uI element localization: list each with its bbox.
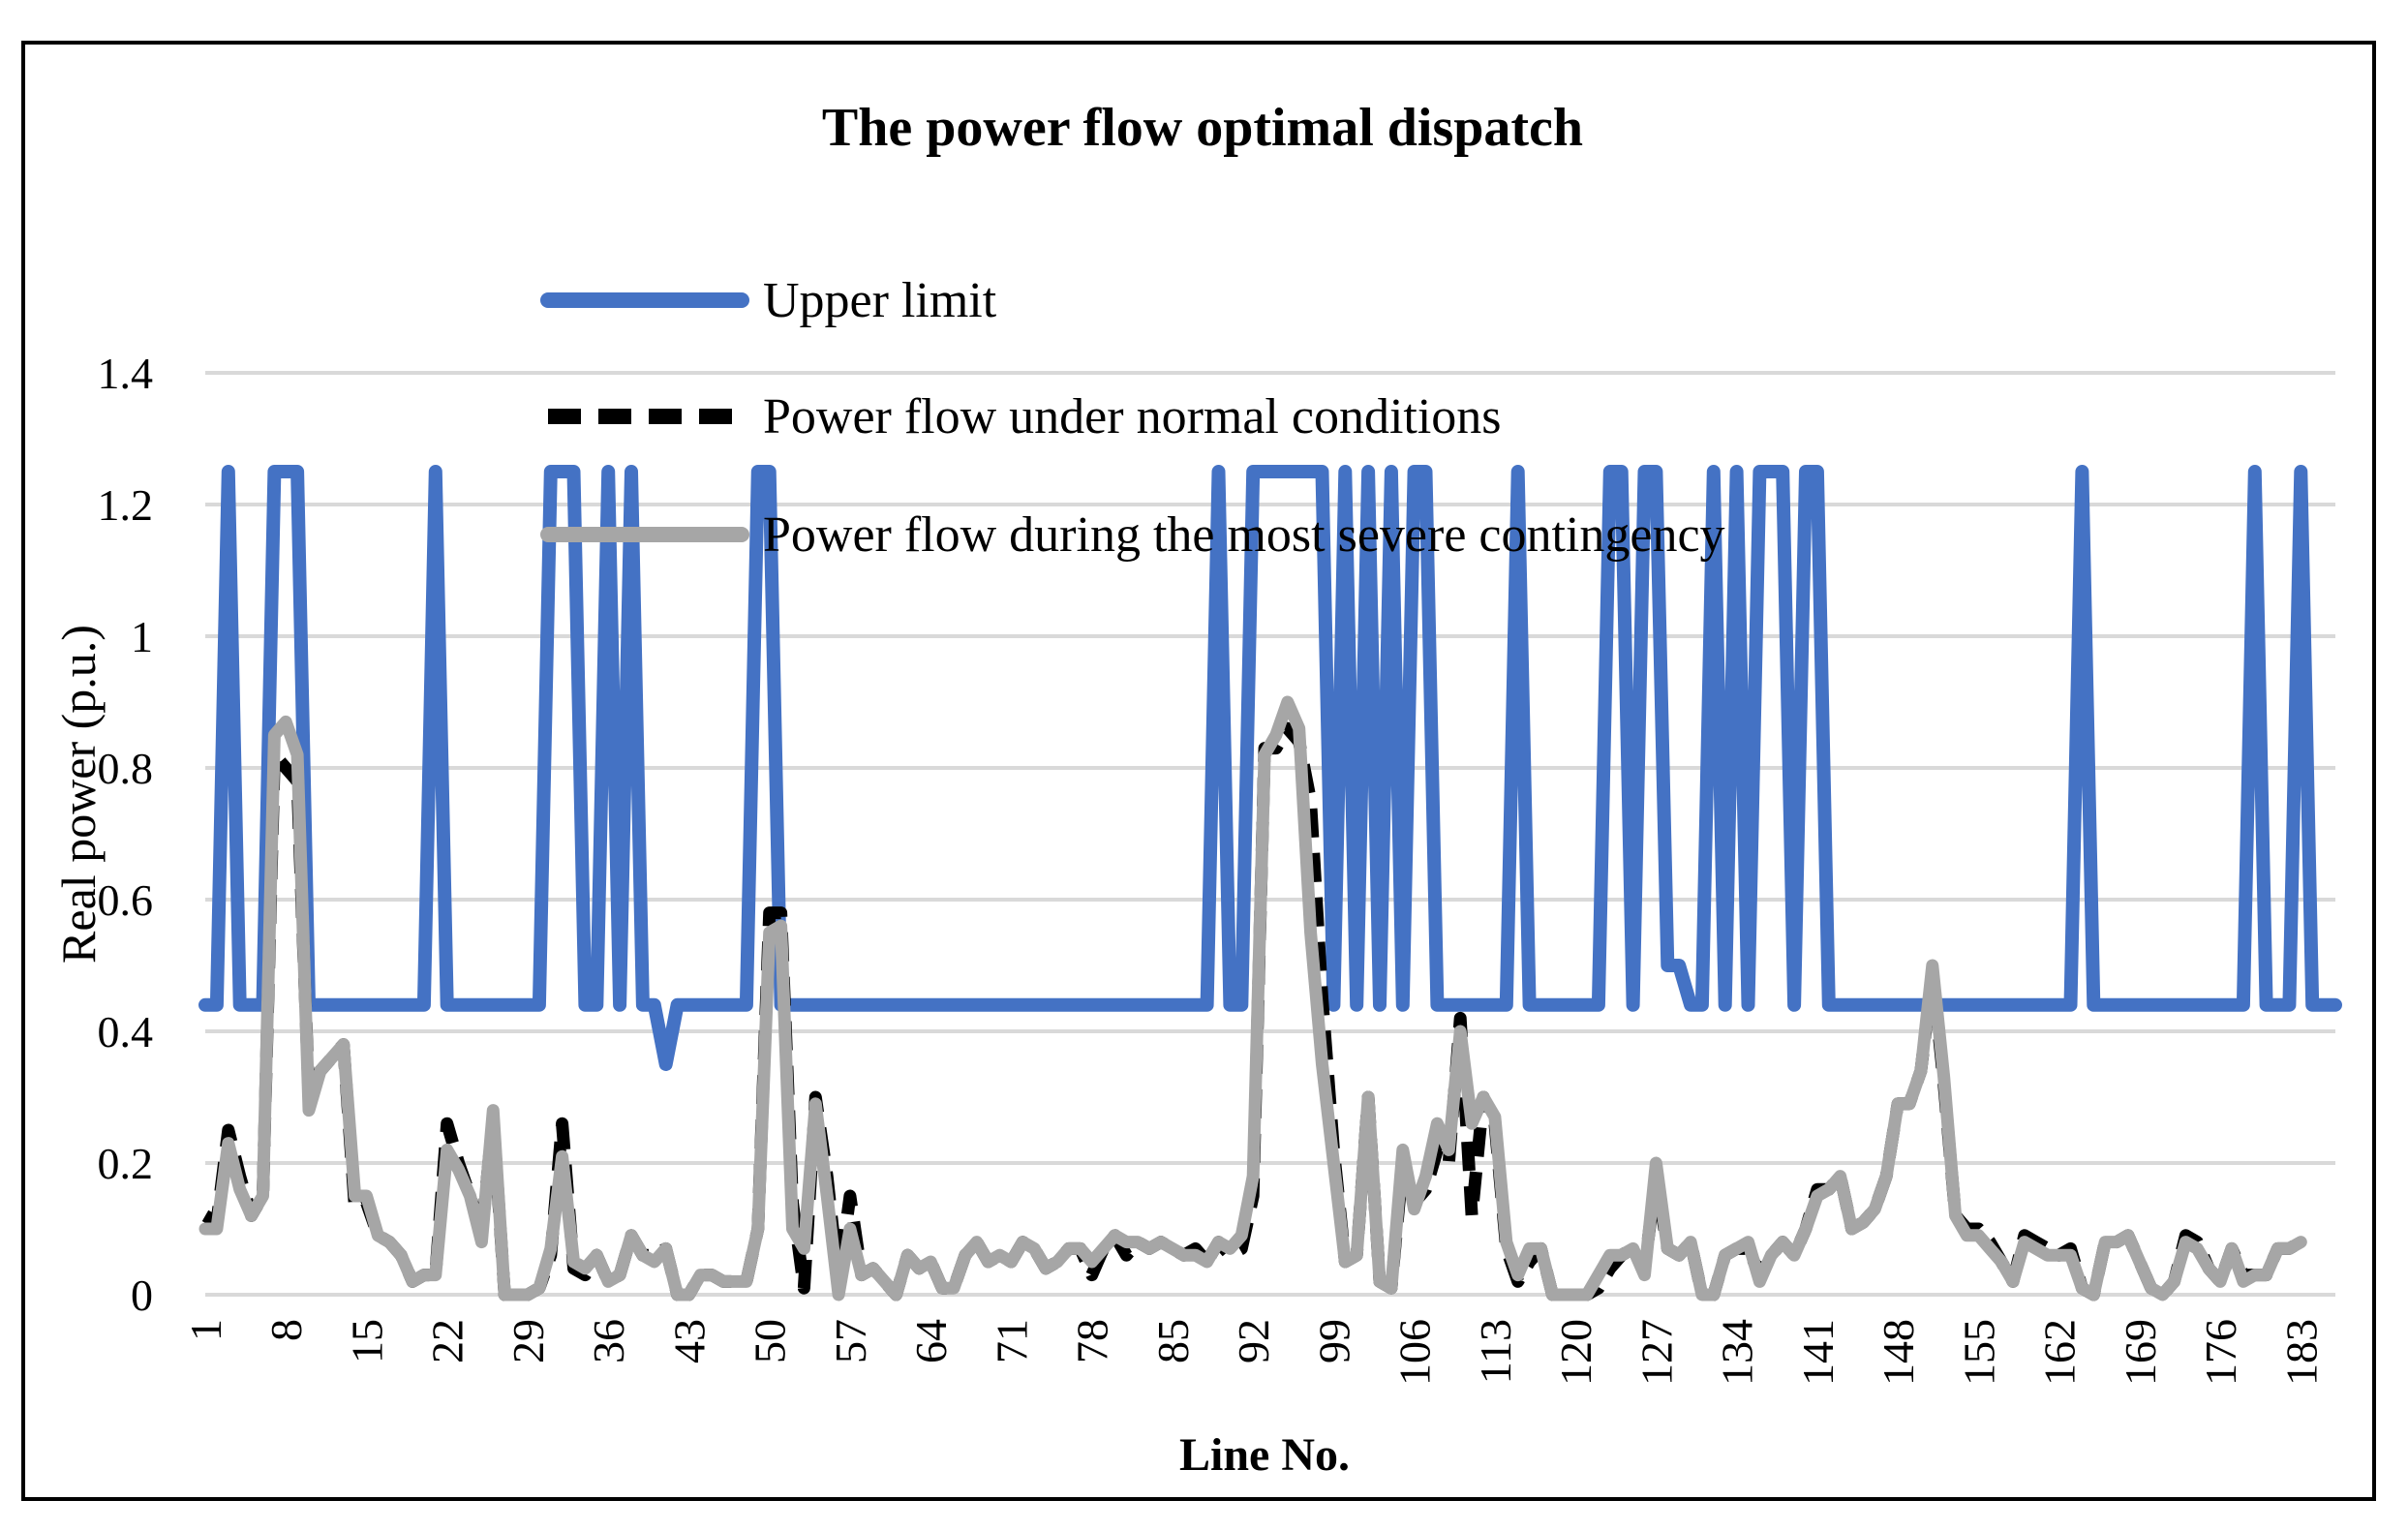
x-tick-label: 50 xyxy=(746,1319,795,1363)
series-line-3 xyxy=(198,695,2307,1301)
series-lines xyxy=(198,465,2342,1301)
x-axis-ticks: 1 8 15 22 29 36 43 50 57 64 71 78 85 92 99 106 113 120 127… xyxy=(181,1319,2326,1386)
y-tick-label: 1 xyxy=(131,612,153,661)
x-tick-label: 36 xyxy=(584,1319,633,1363)
y-tick-label: 0 xyxy=(131,1271,153,1320)
x-tick-label: 8 xyxy=(261,1319,311,1341)
x-tick-label: 78 xyxy=(1068,1319,1117,1363)
x-tick-label: 85 xyxy=(1148,1319,1198,1363)
x-tick-label: 29 xyxy=(503,1319,553,1363)
x-axis-label: Line No. xyxy=(1179,1429,1350,1481)
x-tick-label: 15 xyxy=(342,1319,391,1363)
y-axis-ticks: 0 0.2 0.4 0.6 0.8 1 1.2 1.4 xyxy=(98,349,154,1320)
x-tick-label: 183 xyxy=(2276,1319,2326,1386)
x-tick-label: 134 xyxy=(1713,1319,1762,1386)
x-tick-label: 92 xyxy=(1229,1319,1278,1363)
y-axis-label: Real power (p.u.) xyxy=(51,625,106,964)
x-tick-label: 169 xyxy=(2116,1319,2165,1386)
x-tick-label: 155 xyxy=(1954,1319,2003,1386)
x-tick-label: 71 xyxy=(987,1319,1036,1363)
legend-label-2: Power flow under normal conditions xyxy=(763,389,1502,444)
x-tick-label: 127 xyxy=(1631,1319,1681,1386)
x-tick-label: 113 xyxy=(1471,1319,1520,1384)
legend-label-3: Power flow during the most severe contin… xyxy=(763,507,1725,563)
y-tick-label: 0.6 xyxy=(98,875,154,925)
legend-label-1: Upper limit xyxy=(763,273,997,328)
x-tick-label: 22 xyxy=(423,1319,472,1363)
x-tick-label: 43 xyxy=(664,1319,714,1363)
x-tick-label: 1 xyxy=(181,1319,230,1341)
x-tick-label: 141 xyxy=(1793,1319,1843,1386)
x-tick-label: 176 xyxy=(2196,1319,2245,1386)
y-tick-label: 1.2 xyxy=(98,480,154,530)
legend: Upper limit Power flow under normal condi… xyxy=(540,273,1725,563)
x-tick-label: 99 xyxy=(1309,1319,1358,1363)
y-tick-label: 0.2 xyxy=(98,1139,154,1188)
x-tick-label: 120 xyxy=(1551,1319,1600,1386)
x-tick-label: 148 xyxy=(1874,1319,1923,1386)
x-tick-label: 162 xyxy=(2035,1319,2085,1386)
y-tick-label: 0.8 xyxy=(98,744,154,793)
y-tick-label: 1.4 xyxy=(98,349,154,398)
x-tick-label: 64 xyxy=(906,1319,956,1363)
y-tick-label: 0.4 xyxy=(98,1007,154,1056)
x-tick-label: 106 xyxy=(1390,1319,1440,1386)
series-line-1 xyxy=(198,465,2342,1071)
chart-title: The power flow optimal dispatch xyxy=(822,98,1583,158)
x-tick-label: 57 xyxy=(826,1319,875,1363)
